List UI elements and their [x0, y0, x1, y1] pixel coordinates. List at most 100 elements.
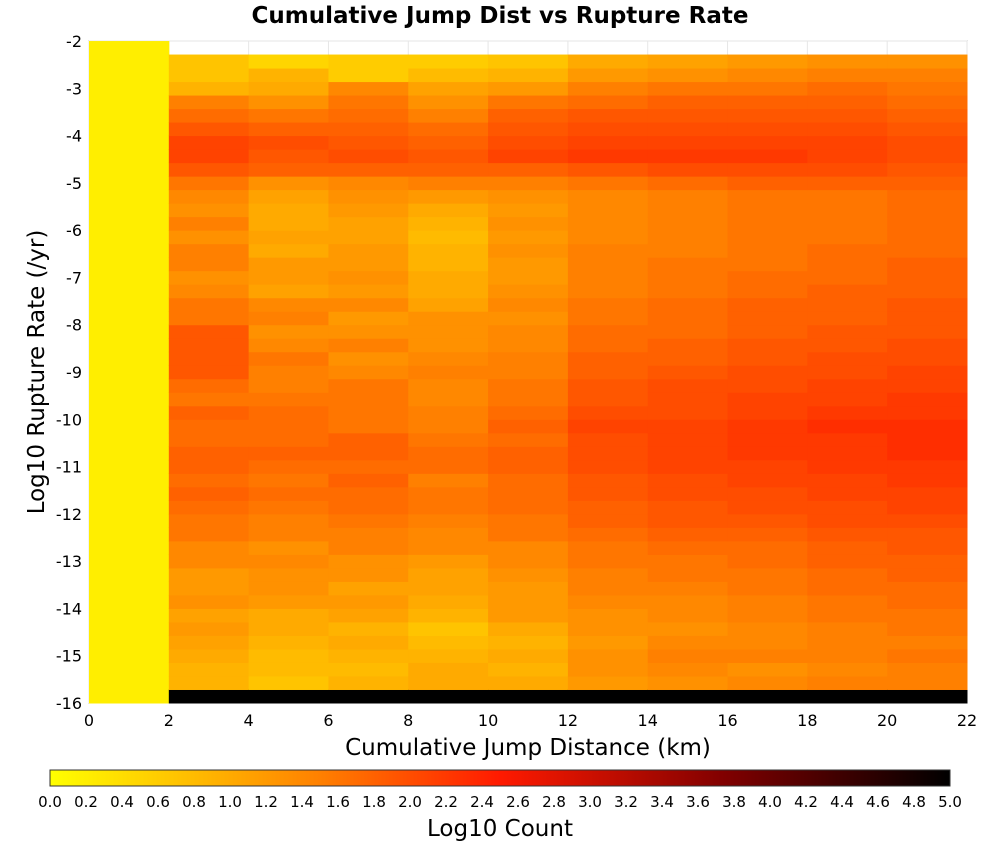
heatmap-cell — [408, 176, 489, 191]
heatmap-cell — [567, 689, 649, 704]
heatmap-cell — [807, 405, 888, 420]
colorbar-tick-label: 1.8 — [362, 793, 386, 811]
heatmap-cell — [168, 459, 250, 474]
heatmap-cell — [168, 351, 250, 366]
heatmap-cell — [89, 122, 170, 137]
heatmap-cell — [887, 689, 968, 704]
x-tick-label: 12 — [558, 711, 578, 730]
heatmap-cell — [89, 419, 170, 434]
heatmap-cell — [807, 554, 888, 569]
heatmap-cell — [727, 540, 808, 555]
heatmap-cell — [168, 648, 250, 663]
heatmap-cell — [647, 257, 729, 272]
heatmap-cell — [248, 257, 329, 272]
heatmap-cell — [567, 68, 649, 83]
heatmap-cell — [89, 338, 170, 353]
heatmap-cell — [168, 162, 250, 177]
y-tick-label: -2 — [66, 32, 82, 51]
heatmap-cell — [647, 108, 729, 123]
heatmap-cell — [887, 648, 968, 663]
heatmap-cell — [488, 230, 569, 245]
heatmap-cell — [647, 500, 729, 515]
heatmap-cell — [807, 473, 888, 488]
heatmap-cell — [328, 675, 409, 690]
heatmap-cell — [408, 311, 489, 326]
heatmap-cell — [488, 608, 569, 623]
heatmap-cell — [248, 621, 329, 636]
heatmap-cell — [727, 95, 808, 110]
heatmap-cell — [89, 270, 170, 285]
heatmap-cell — [488, 135, 569, 150]
heatmap-cell — [807, 365, 888, 380]
heatmap-cell — [727, 635, 808, 650]
heatmap-cell — [887, 81, 968, 96]
heatmap-cell — [248, 81, 329, 96]
y-tick-label: -15 — [56, 647, 82, 666]
heatmap-cell — [89, 41, 170, 56]
colorbar-tick-label: 3.8 — [722, 793, 746, 811]
heatmap-cell — [488, 216, 569, 231]
heatmap-cell — [408, 554, 489, 569]
heatmap-cell — [168, 392, 250, 407]
heatmap-cell — [248, 594, 329, 609]
heatmap-cell — [488, 500, 569, 515]
heatmap-cell — [727, 500, 808, 515]
heatmap-cell — [328, 122, 409, 137]
heatmap-cell — [567, 108, 649, 123]
heatmap-cell — [807, 216, 888, 231]
y-tick-label: -12 — [56, 505, 82, 524]
heatmap-cell — [328, 149, 409, 164]
heatmap-cell — [567, 486, 649, 501]
heatmap-cell — [567, 648, 649, 663]
heatmap-cell — [328, 176, 409, 191]
heatmap-cell — [727, 581, 808, 596]
heatmap-cell — [567, 311, 649, 326]
heatmap-cell — [647, 324, 729, 339]
colorbar-tick-label: 4.8 — [902, 793, 926, 811]
heatmap-cell — [727, 608, 808, 623]
colorbar-tick-label: 1.2 — [254, 793, 278, 811]
heatmap-cell — [168, 675, 250, 690]
heatmap-cell — [727, 230, 808, 245]
heatmap-cell — [727, 257, 808, 272]
heatmap-cell — [887, 135, 968, 150]
heatmap-cell — [168, 122, 250, 137]
heatmap-cell — [647, 513, 729, 528]
heatmap-cell — [887, 621, 968, 636]
heatmap-cell — [727, 351, 808, 366]
heatmap-cell — [248, 378, 329, 393]
heatmap-cell — [887, 675, 968, 690]
heatmap-cell — [488, 338, 569, 353]
heatmap-cell — [887, 122, 968, 137]
heatmap-cell — [727, 176, 808, 191]
heatmap-cell — [408, 486, 489, 501]
heatmap-cell — [567, 675, 649, 690]
heatmap-cell — [647, 675, 729, 690]
heatmap-cell — [89, 486, 170, 501]
heatmap-cell — [328, 230, 409, 245]
heatmap-cell — [727, 149, 808, 164]
heatmap-cell — [488, 311, 569, 326]
heatmap-cell — [89, 297, 170, 312]
heatmap-cell — [408, 567, 489, 582]
heatmap-cell — [567, 432, 649, 447]
heatmap-cell — [168, 365, 250, 380]
heatmap-cell — [647, 176, 729, 191]
heatmap-cell — [488, 432, 569, 447]
y-axis-label: Log10 Rupture Rate (/yr) — [24, 230, 50, 515]
heatmap-cell — [727, 162, 808, 177]
heatmap-cell — [727, 648, 808, 663]
heatmap-cell — [647, 554, 729, 569]
heatmap-cell — [807, 513, 888, 528]
colorbar-tick-label: 4.4 — [830, 793, 854, 811]
heatmap-cell — [408, 419, 489, 434]
heatmap-cell — [408, 540, 489, 555]
x-tick-label: 16 — [717, 711, 737, 730]
heatmap-cell — [89, 351, 170, 366]
heatmap-cell — [887, 203, 968, 218]
heatmap-cell — [408, 432, 489, 447]
colorbar-tick-label: 0.6 — [146, 793, 170, 811]
heatmap-cell — [328, 392, 409, 407]
heatmap-cell — [328, 338, 409, 353]
